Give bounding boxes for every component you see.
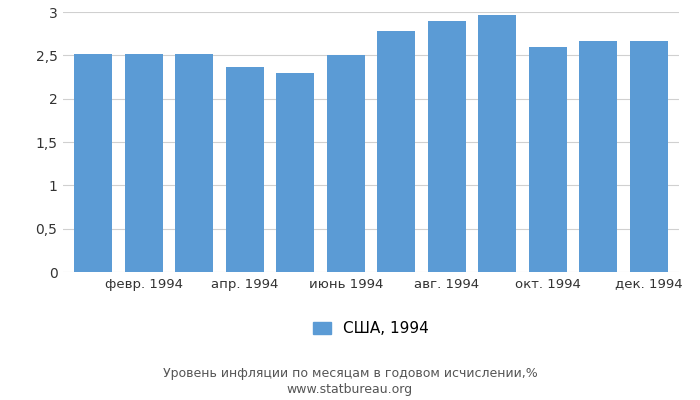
Bar [630, 41, 668, 272]
Bar [175, 54, 214, 272]
Bar [327, 55, 365, 272]
Bar [528, 47, 567, 272]
Text: Уровень инфляции по месяцам в годовом исчислении,%: Уровень инфляции по месяцам в годовом ис… [162, 367, 538, 380]
Bar [226, 67, 264, 272]
Bar [74, 54, 112, 272]
Text: www.statbureau.org: www.statbureau.org [287, 383, 413, 396]
Bar [377, 31, 415, 272]
Bar [276, 73, 314, 272]
Bar [428, 21, 466, 272]
Bar [125, 54, 162, 272]
Bar [478, 16, 516, 272]
Legend: США, 1994: США, 1994 [313, 321, 429, 336]
Bar [580, 41, 617, 272]
